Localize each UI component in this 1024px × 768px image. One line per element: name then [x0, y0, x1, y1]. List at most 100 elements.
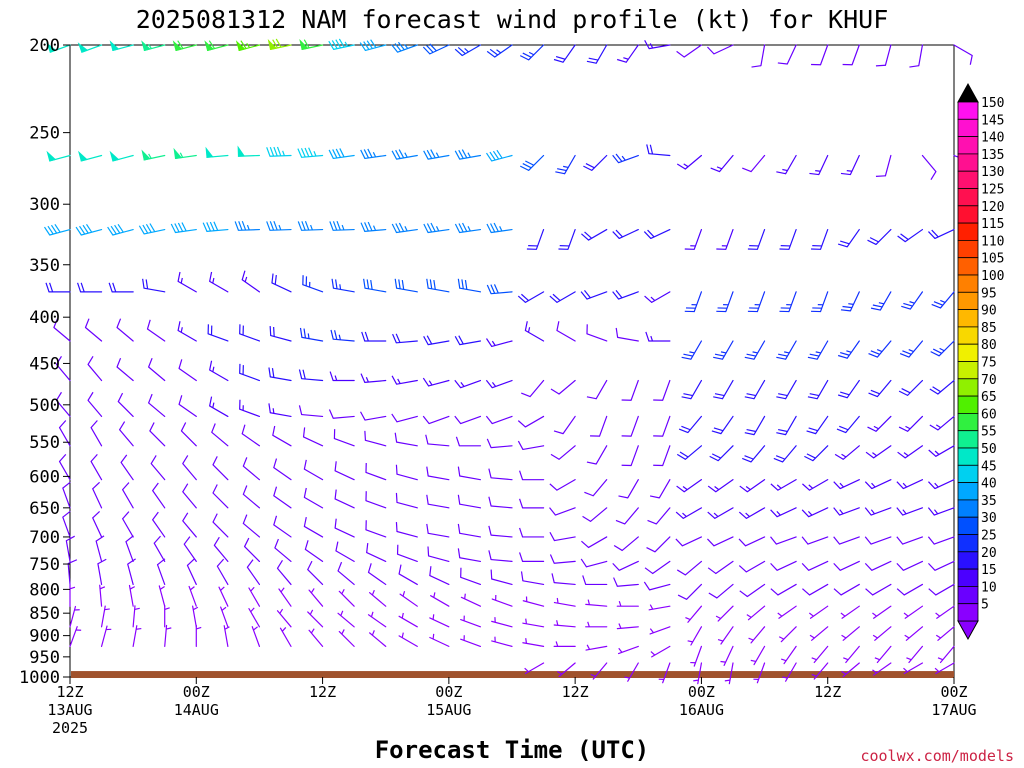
wind-barb: [903, 605, 924, 619]
barb-full: [87, 356, 94, 365]
barb-half: [159, 586, 165, 590]
wind-barb: [78, 150, 103, 162]
wind-barb: [142, 278, 166, 293]
barb-half: [621, 155, 626, 161]
wind-barb: [645, 331, 671, 342]
wind-barb: [43, 223, 71, 236]
barb-full: [613, 544, 623, 551]
wind-barb: [517, 440, 545, 451]
barb-full: [338, 38, 345, 48]
wind-barb: [687, 626, 703, 646]
barb-half: [720, 660, 726, 663]
barb-half: [148, 43, 152, 49]
wind-barb: [653, 379, 671, 401]
barb-full: [864, 507, 872, 516]
barb-full: [62, 481, 71, 489]
barb-staff: [67, 562, 71, 586]
barb-full: [425, 434, 429, 445]
barb-full: [525, 160, 535, 166]
barb-full: [927, 507, 935, 516]
barb-full: [746, 428, 756, 433]
wind-barb: [676, 44, 703, 58]
barb-half: [618, 647, 623, 653]
barb-full: [142, 278, 145, 289]
wind-barb: [843, 645, 860, 664]
barb-full: [644, 567, 654, 574]
barb-full: [122, 482, 130, 491]
colorbar-swatch: [957, 464, 979, 483]
barb-staff: [127, 563, 134, 586]
wind-barb: [801, 536, 829, 545]
wind-barb: [299, 38, 324, 50]
barb-full: [643, 231, 652, 239]
barb-full: [370, 279, 373, 290]
barb-half: [491, 381, 497, 387]
wind-barb: [454, 222, 482, 234]
barb-staff: [303, 468, 324, 481]
wind-barb: [391, 41, 418, 53]
wind-barb: [867, 228, 892, 246]
wind-barb: [840, 291, 860, 312]
wind-barb: [278, 587, 292, 607]
barb-full: [713, 427, 724, 432]
barb-staff: [396, 415, 418, 423]
barb-half: [935, 424, 941, 429]
barb-staff: [87, 363, 103, 382]
barb-full: [899, 353, 910, 358]
barb-full: [364, 331, 369, 342]
barb-full: [933, 301, 944, 306]
wind-barb: [132, 605, 140, 628]
wind-barb: [901, 291, 924, 310]
wind-barb: [87, 391, 103, 418]
wind-barb: [653, 445, 671, 467]
barb-flag: [267, 38, 278, 50]
barb-full: [363, 278, 366, 289]
wind-barb: [644, 40, 671, 50]
barb-staff: [490, 445, 513, 449]
wind-barb: [750, 645, 766, 666]
wind-barb: [744, 415, 766, 436]
wind-barb: [454, 335, 482, 346]
barb-full: [145, 279, 149, 289]
wind-barb: [297, 220, 324, 231]
barb-staff: [364, 415, 387, 421]
colorbar-swatch: [957, 291, 979, 310]
wind-barb: [585, 644, 608, 651]
wind-barb: [297, 147, 324, 158]
barb-full: [116, 357, 122, 368]
barb-full: [307, 560, 313, 570]
wind-barb: [770, 536, 797, 545]
wind-barb: [486, 44, 513, 58]
barb-full: [930, 351, 940, 357]
barb-half: [432, 633, 435, 640]
wind-barb: [422, 415, 450, 425]
barb-staff: [152, 519, 166, 538]
wind-barb: [360, 148, 387, 160]
wind-barb: [365, 462, 387, 481]
wind-barb: [724, 662, 734, 685]
wind-barb: [777, 44, 797, 65]
chart-title: 2025081312 NAM forecast wind profile (kt…: [136, 5, 889, 34]
wind-barb: [517, 415, 545, 428]
barb-staff: [716, 583, 734, 599]
barb-full: [896, 481, 904, 489]
barb-half: [902, 482, 908, 488]
barb-full: [681, 356, 692, 360]
barb-half: [872, 612, 877, 617]
barb-full: [581, 540, 589, 548]
colorbar-swatch: [957, 136, 979, 155]
barb-full: [707, 538, 715, 547]
barb-full: [612, 291, 620, 300]
wind-barb: [457, 523, 482, 538]
wind-barb: [426, 523, 450, 538]
barb-staff: [935, 583, 955, 596]
barb-full: [97, 558, 107, 565]
barb-full: [493, 222, 499, 232]
barb-full: [273, 220, 278, 231]
barb-full: [426, 335, 433, 345]
barb-full: [429, 279, 433, 289]
barb-full: [833, 507, 841, 516]
barb-full: [209, 221, 215, 232]
barb-flag: [235, 40, 246, 52]
barb-half: [555, 641, 559, 647]
